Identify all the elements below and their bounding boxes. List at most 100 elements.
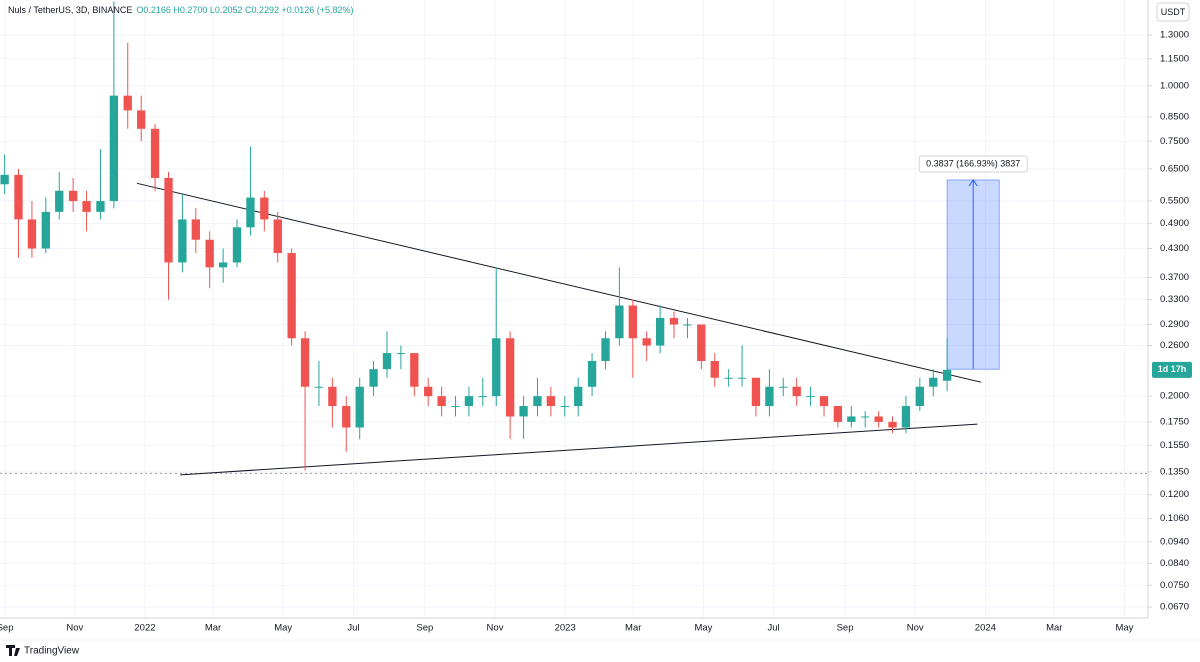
candle-body: [806, 396, 815, 398]
candle-body: [915, 386, 924, 407]
candle-body: [424, 386, 433, 397]
x-tick-label: 2022: [134, 623, 155, 634]
candle-body: [751, 377, 761, 407]
x-tick-label: Mar: [1046, 623, 1062, 634]
x-tick-label: Mar: [625, 623, 641, 634]
y-tick-label: 0.4900: [1160, 218, 1189, 229]
y-tick-label: 0.0670: [1160, 602, 1189, 613]
y-tick-label: 0.1750: [1160, 416, 1189, 427]
candle-body: [96, 201, 105, 212]
candle-body: [369, 369, 378, 387]
ohlc-readout: O0.2166 H0.2700 L0.2052 C0.2292 +0.0126 …: [136, 5, 353, 15]
candle-body: [205, 239, 214, 268]
y-tick-label: 0.0940: [1160, 536, 1189, 547]
price-tag: [1152, 361, 1192, 378]
candle-body: [137, 110, 146, 129]
candle-body: [342, 406, 351, 428]
candle-body: [0, 174, 9, 185]
y-tick-label: 0.1060: [1160, 513, 1189, 524]
candle-body: [655, 317, 665, 346]
x-tick-label: Sep: [837, 623, 854, 634]
x-tick-label: Jul: [347, 623, 359, 634]
candle-body: [437, 396, 446, 407]
y-tick-label: 0.3300: [1160, 294, 1189, 305]
y-tick-label: 0.2600: [1160, 340, 1189, 351]
candle-body: [683, 324, 692, 326]
tradingview-logo: [6, 645, 20, 656]
x-tick-label: Nov: [907, 623, 924, 634]
candle-body: [287, 253, 296, 339]
y-tick-label: 0.1350: [1160, 466, 1189, 477]
y-tick-label: 0.0750: [1160, 580, 1189, 591]
x-tick-label: Sep: [416, 623, 433, 634]
candle-body: [847, 416, 856, 422]
chart-title: Nuls / TetherUS, 3D, BINANCE: [8, 5, 132, 15]
y-tick-label: 0.7500: [1160, 136, 1189, 147]
y-tick-label: 0.6500: [1160, 163, 1189, 174]
measure-label: 0.3837 (166.93%) 3837: [926, 158, 1020, 168]
y-tick-label: 1.0000: [1160, 80, 1189, 91]
y-tick-label: 0.1550: [1160, 440, 1189, 451]
candle-body: [942, 369, 952, 381]
x-tick-label: 2024: [975, 623, 996, 634]
candle-body: [833, 406, 843, 422]
candle-body: [27, 219, 37, 249]
candle-body: [82, 201, 91, 212]
y-tick-label: 1.1500: [1160, 53, 1189, 64]
candle-body: [765, 386, 774, 407]
candle-body: [560, 406, 569, 408]
candle-body: [779, 386, 788, 388]
candle-body: [150, 128, 160, 178]
y-tick-label: 0.5500: [1160, 196, 1189, 207]
x-tick-label: May: [1115, 623, 1133, 634]
candle-body: [355, 386, 364, 428]
y-tick-label: 0.1200: [1160, 489, 1189, 500]
candle-body: [792, 386, 801, 397]
y-tick-label: 0.3700: [1160, 272, 1189, 283]
candle-body: [574, 386, 583, 407]
y-tick-label: 0.2000: [1160, 391, 1189, 402]
candle-body: [410, 353, 419, 387]
candle-body: [300, 338, 310, 387]
candle-body: [328, 386, 337, 407]
candle-body: [68, 190, 78, 202]
candle-body: [382, 353, 392, 370]
candle-body: [14, 174, 23, 220]
trendline: [180, 423, 978, 476]
countdown-label: 1d 17h: [1158, 364, 1187, 374]
chart-header: Nuls / TetherUS, 3D, BINANCE O0.2166 H0.2…: [8, 5, 354, 15]
candle-body: [601, 338, 610, 361]
y-tick-label: 0.0840: [1160, 558, 1189, 569]
y-tick-label: 0.4300: [1160, 243, 1189, 254]
measure-arrow-head: [968, 179, 978, 187]
x-tick-label: May: [694, 623, 712, 634]
candle-body: [218, 262, 228, 268]
currency-button[interactable]: [1156, 2, 1190, 22]
candle-body: [451, 406, 460, 408]
y-tick-label: 1.3000: [1160, 30, 1189, 41]
candle-body: [533, 396, 542, 407]
candle-body: [178, 219, 187, 263]
x-tick-label: Jul: [768, 623, 780, 634]
candle-body: [587, 360, 597, 387]
candle-body: [505, 338, 515, 417]
candle-body: [55, 190, 64, 212]
candle-body: [260, 197, 269, 220]
candle-body: [164, 177, 173, 263]
currency-label: USDT: [1161, 7, 1186, 17]
y-tick-label: 0.2900: [1160, 319, 1189, 330]
candle-body: [464, 396, 474, 407]
candle-body: [615, 305, 624, 339]
candle-body: [819, 396, 829, 407]
candle-body: [123, 95, 132, 111]
x-tick-label: Sep: [0, 623, 13, 634]
candle-body: [232, 227, 242, 263]
x-tick-label: 2023: [555, 623, 576, 634]
candle-body: [109, 95, 119, 202]
candle-body: [737, 377, 747, 379]
candle-body: [874, 416, 883, 422]
candle-body: [710, 360, 719, 378]
x-tick-label: May: [274, 623, 292, 634]
